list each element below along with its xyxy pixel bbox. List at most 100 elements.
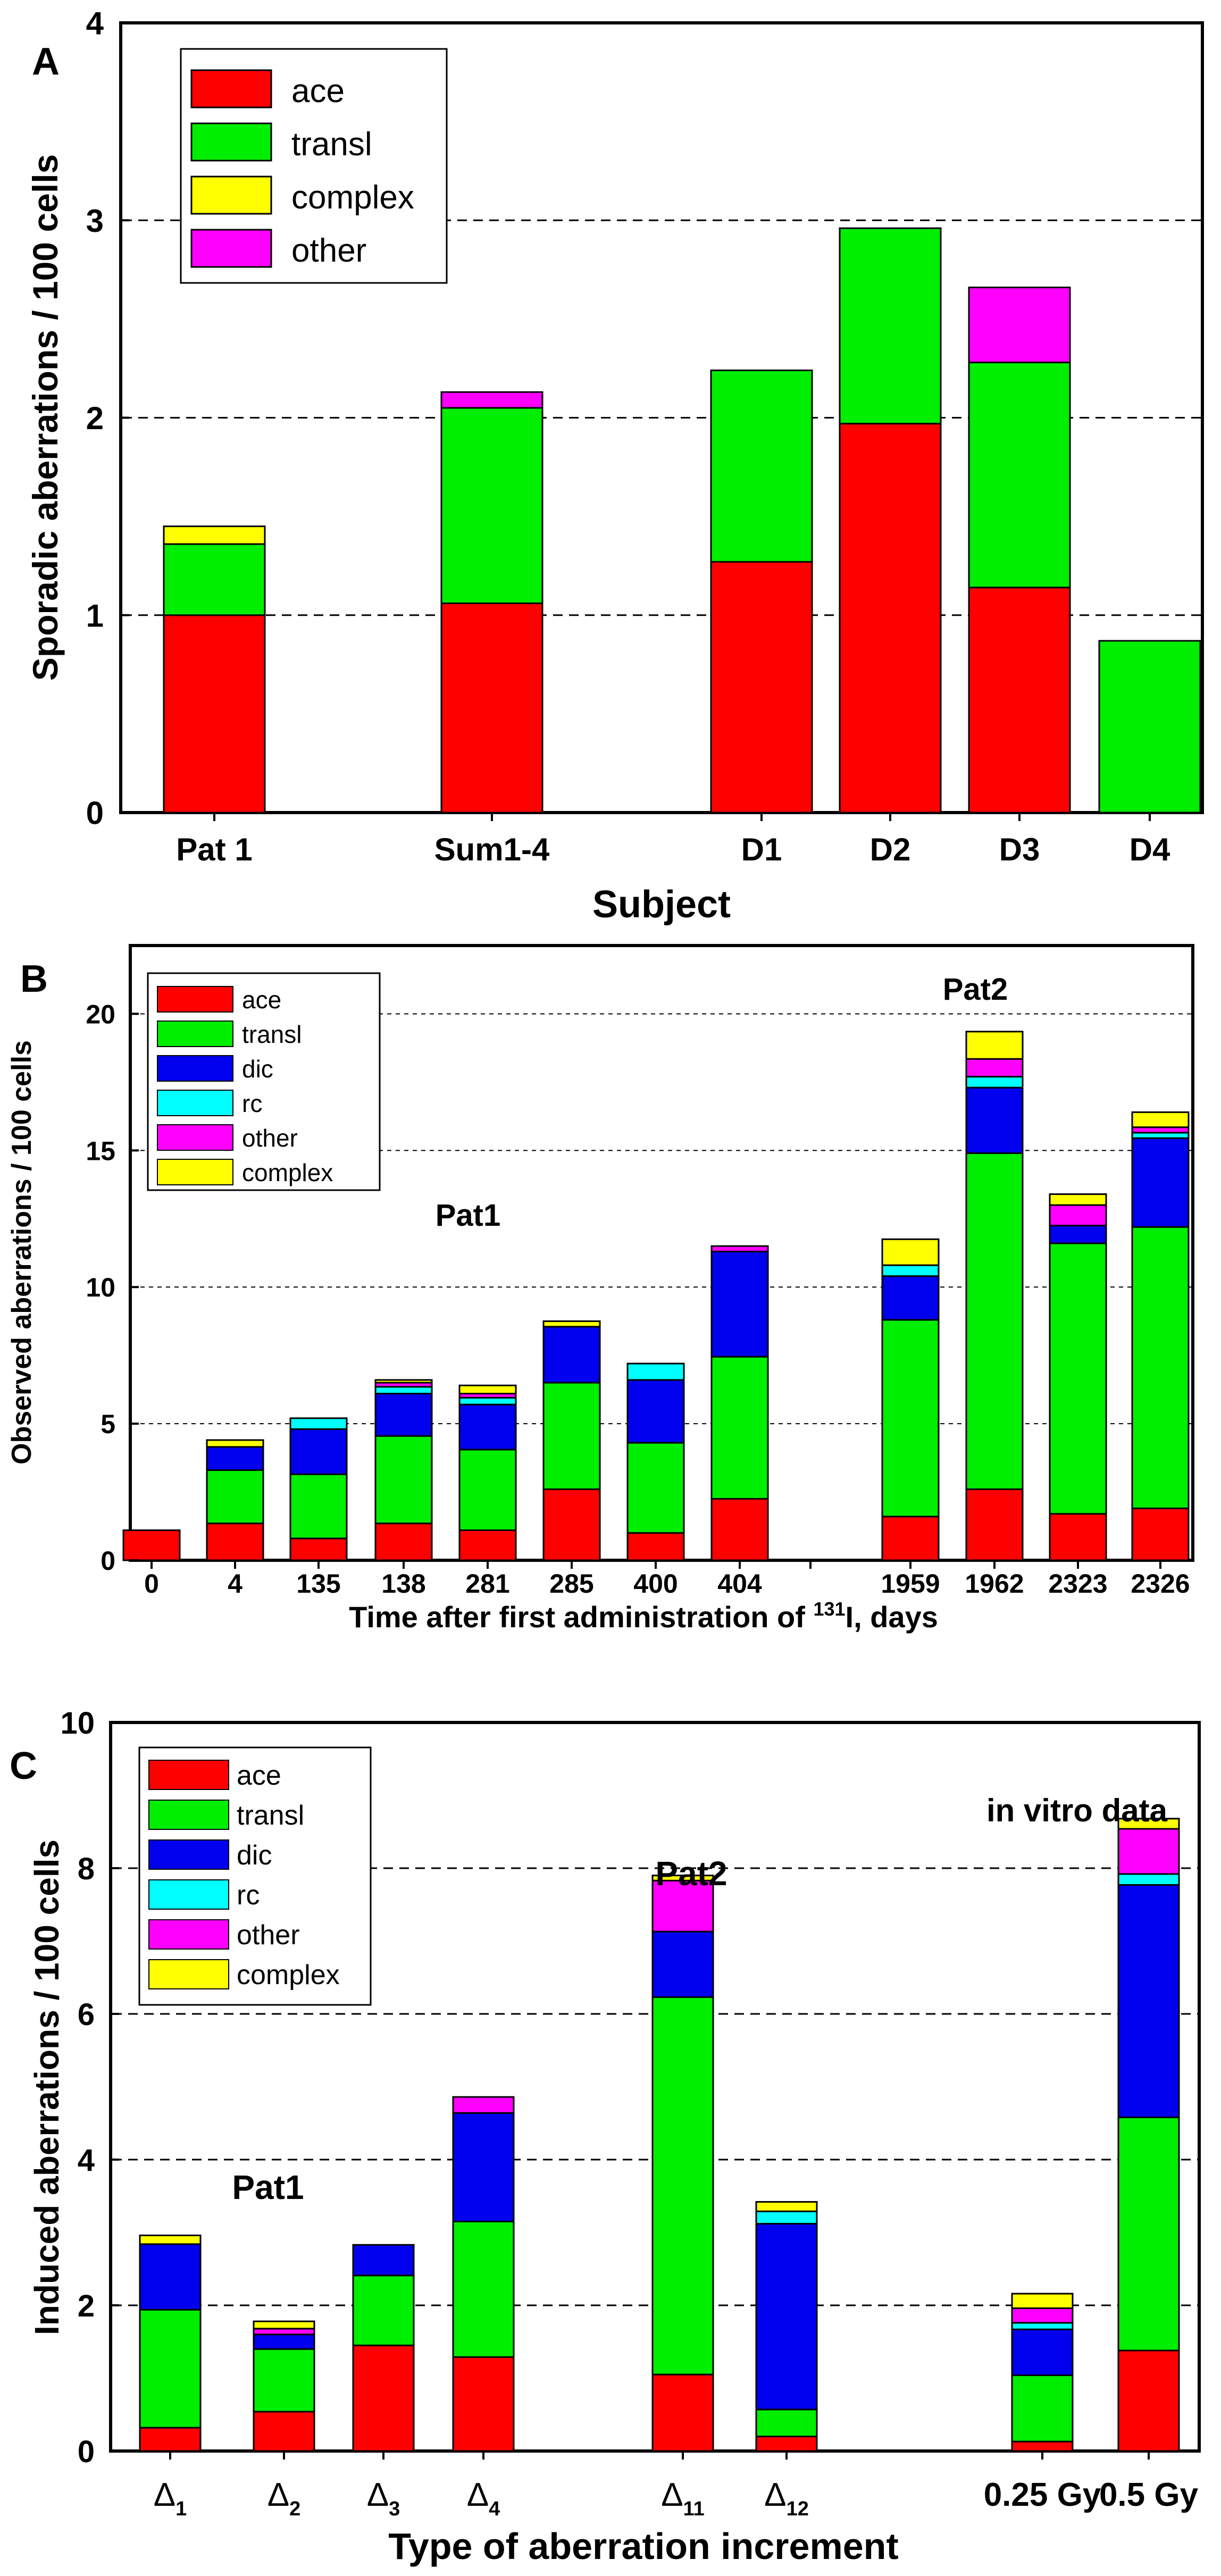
panel-c-legend-swatch-transl [148, 1800, 229, 1830]
panel-b-label: B [20, 958, 48, 1000]
panel-c-legend-label-ace: ace [237, 1760, 281, 1791]
panel-c-bar-ace [755, 2436, 818, 2452]
panel-a-bar-other [440, 391, 543, 409]
panel-b-bar-rc [1131, 1132, 1190, 1139]
panel-c-bar-complex [1011, 2293, 1074, 2309]
panel-b-bar-dic [1131, 1137, 1190, 1228]
panel-a-bar-complex [163, 525, 266, 545]
panel-c-bar-ace [253, 2411, 315, 2452]
panel-b-bar-complex [206, 1439, 264, 1448]
panel-b-legend-swatch-complex [157, 1159, 233, 1185]
panel-a-y-tick-label: 0 [86, 796, 104, 831]
panel-b-bar-ace [374, 1523, 433, 1561]
panel-b-legend-label-other: other [242, 1124, 298, 1152]
panel-b-annotation-pat2: Pat2 [943, 972, 1008, 1007]
panel-b-bar-complex [881, 1238, 940, 1266]
panel-c-bar-rc [1117, 1873, 1180, 1886]
panel-c-bar-ace [1117, 2349, 1180, 2452]
panel-c-x-tick-label: 0.5 Gy [1099, 2477, 1199, 2513]
panel-b-bar-other [965, 1058, 1024, 1078]
panel-b-bar-complex [542, 1320, 601, 1328]
panel-c-legend: ace transl dic rc other complex [138, 1746, 372, 2006]
panel-c-legend-swatch-other [148, 1919, 229, 1950]
panel-b-bar-dic [374, 1393, 433, 1437]
panel-b-bar-rc [458, 1396, 517, 1406]
panel-c-bar-transl [139, 2309, 202, 2429]
panel-c-x-tick-label: Δ2 [267, 2477, 301, 2520]
panel-b-x-tick-label: 281 [465, 1569, 509, 1599]
panel-c-y-tick-label: 0 [78, 2435, 95, 2469]
panel-b-bar-transl [1131, 1226, 1190, 1509]
panel-b-bar-ace [710, 1498, 769, 1561]
panel-c-bar-transl [253, 2348, 315, 2413]
panel-c-bar-dic [253, 2334, 315, 2350]
panel-c-bar-ace [1011, 2440, 1074, 2452]
panel-b-bar-dic [458, 1403, 517, 1451]
panel-a-bar-ace [163, 614, 266, 814]
panel-b-legend-label-transl: transl [242, 1021, 302, 1048]
panel-b-bar-transl [542, 1382, 601, 1490]
panel-b-bar-other [1049, 1204, 1107, 1227]
panel-a-bar-ace [440, 602, 543, 814]
panel-c-bar-other [1117, 1828, 1180, 1875]
panel-a-y-tick-label: 4 [86, 6, 104, 41]
panel-a-bar-transl [440, 407, 543, 604]
panel-a-bar-transl [968, 362, 1071, 589]
panel-a-x-tick-label: Pat 1 [176, 832, 252, 867]
panel-c-bar-complex [253, 2320, 315, 2330]
panel-b-bar-ace [289, 1537, 348, 1561]
panel-b-bar-rc [881, 1264, 940, 1277]
panel-b-bar-ace [542, 1488, 601, 1561]
panel-b-bar-other [710, 1245, 769, 1252]
panel-a-legend-swatch-transl [190, 122, 272, 162]
panel-b-x-tick-label: 135 [296, 1569, 340, 1599]
panel-b-legend-swatch-transl [157, 1021, 233, 1047]
panel-b-y-axis-label: Observed aberrations / 100 cells [6, 1040, 37, 1465]
panel-c-bar-other [452, 2096, 515, 2114]
panel-a-x-tick-label: D3 [999, 832, 1040, 867]
panel-b-y-tick-label: 20 [86, 999, 115, 1029]
panel-c-x-tick-label: 0.25 Gy [984, 2477, 1101, 2513]
panel-a-legend-label-complex: complex [291, 179, 414, 216]
panel-c-bar-other [1011, 2307, 1074, 2324]
panel-c-bar-complex [139, 2234, 202, 2245]
panel-b-bar-dic [542, 1326, 601, 1384]
panel-c-annotation-pat2: Pat2 [655, 1854, 727, 1893]
panel-c: 0 2 4 6 8 10 Δ1 Δ2 Δ3 Δ4 Δ11 Δ12 0.25 Gy0.5 Gy C In… [10, 1706, 1201, 2567]
panel-c-bar-complex [755, 2201, 818, 2212]
panel-c-bar-complex [1117, 1818, 1180, 1830]
panel-a-x-tick-label: D2 [870, 832, 911, 867]
panel-b-bar-complex [1131, 1111, 1190, 1128]
panel-b-legend: ace transl dic rc other complex [147, 972, 381, 1191]
panel-c-bar-dic [755, 2223, 818, 2411]
panel-b-bar-ace [1049, 1513, 1107, 1561]
panel-c-bar-ace [452, 2356, 515, 2452]
panel-a-y-tick-label: 1 [86, 598, 104, 633]
panel-c-bar-ace [352, 2344, 415, 2452]
panel-b-legend-label-rc: rc [242, 1090, 262, 1117]
panel-a-label: A [32, 40, 60, 83]
panel-a-bar-ace [968, 587, 1071, 814]
panel-c-legend-label-dic: dic [237, 1840, 272, 1871]
panel-a-legend-swatch-other [190, 229, 272, 268]
panel-b-bar-dic [289, 1428, 348, 1475]
panel-c-bar-transl [452, 2220, 515, 2358]
panel-c-legend-label-other: other [237, 1920, 300, 1951]
panel-b-bar-rc [965, 1076, 1024, 1089]
panel-c-legend-label-rc: rc [237, 1880, 260, 1911]
panel-b-bar-complex [1049, 1193, 1107, 1206]
panel-c-legend-swatch-ace [148, 1760, 229, 1790]
panel-a-bar-ace [710, 561, 813, 814]
panel-b-bar-dic [965, 1086, 1024, 1154]
panel-a-y-axis-label: Sporadic aberrations / 100 cells [26, 154, 65, 681]
panel-b-bar-transl [881, 1319, 940, 1518]
panel-c-bar-ace [651, 2373, 714, 2452]
panel-b-bar-rc [289, 1417, 348, 1430]
panel-b-bar-ace [1131, 1507, 1190, 1561]
panel-c-bar-transl [1117, 2117, 1180, 2352]
panel-c-bar-rc [755, 2210, 818, 2225]
panel-a-x-tick-label: D1 [741, 832, 782, 867]
panel-c-y-tick-label: 10 [60, 1706, 95, 1741]
panel-a-legend-label-ace: ace [291, 73, 345, 110]
